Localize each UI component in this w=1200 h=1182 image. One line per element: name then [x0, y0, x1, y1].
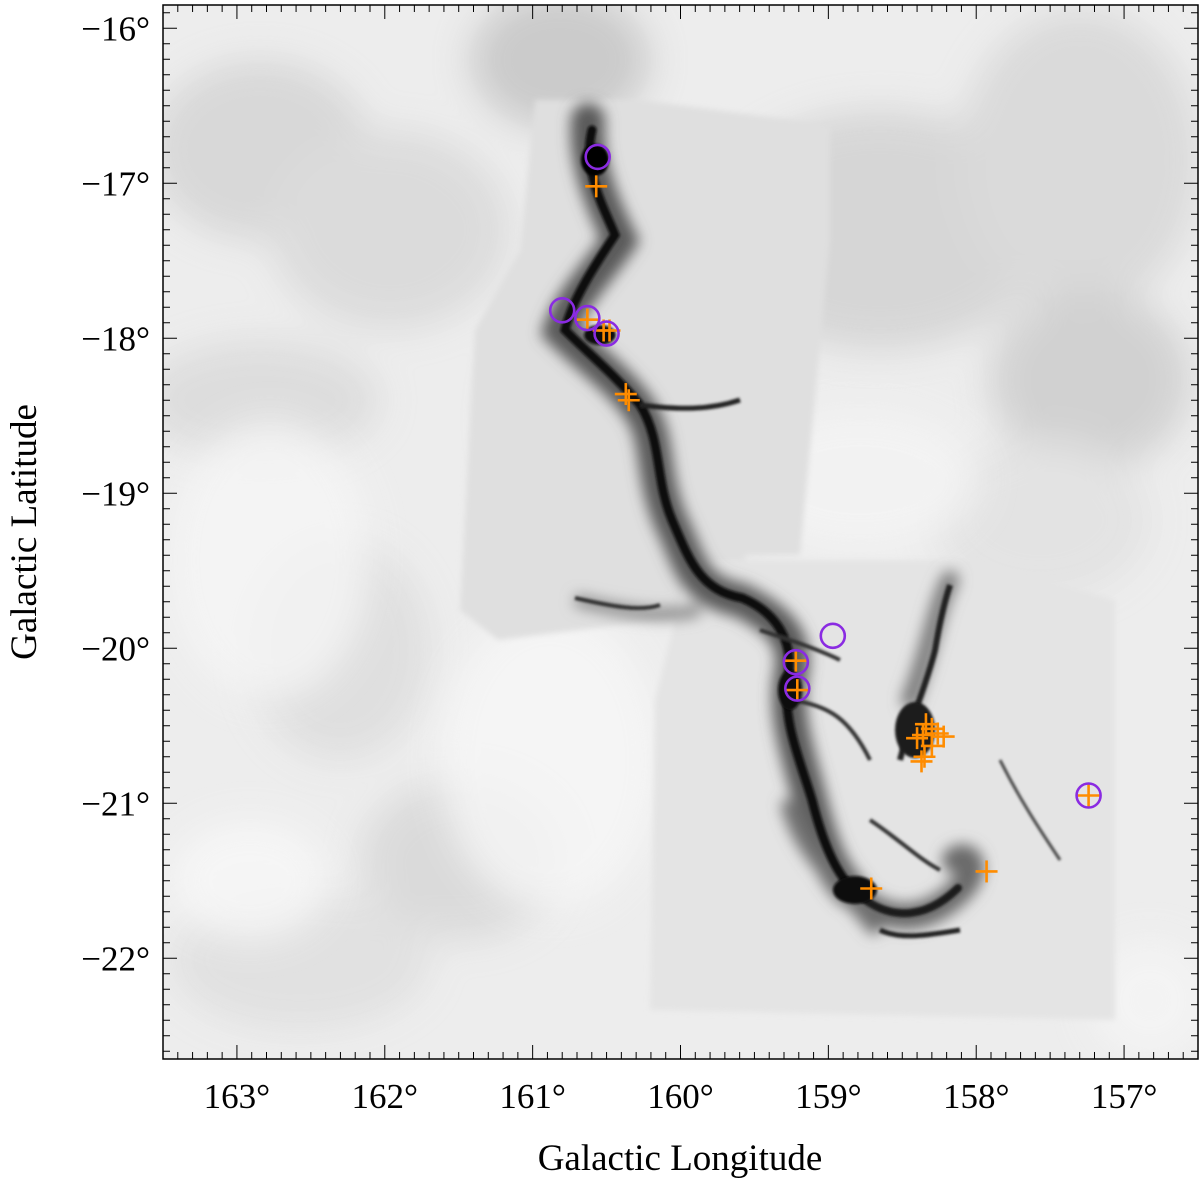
x-axis-title: Galactic Longitude	[538, 1138, 823, 1179]
x-tick-label: 158°	[943, 1077, 1010, 1116]
y-tick-label: −19°	[81, 474, 150, 513]
y-axis-title: Galactic Latitude	[4, 404, 45, 660]
x-tick-label: 163°	[204, 1077, 271, 1116]
circle-marker	[782, 648, 810, 676]
plus-marker	[860, 877, 883, 900]
plus-marker	[926, 722, 949, 745]
y-tick-label: −17°	[81, 164, 150, 203]
circle-marker	[548, 297, 576, 324]
axis-ticks	[162, 5, 1199, 1059]
y-tick-label: −16°	[81, 9, 150, 48]
plus-marker	[617, 389, 640, 412]
circle-marker	[584, 143, 612, 171]
dust-background-map	[163, 5, 1198, 1059]
circle-marker	[819, 622, 847, 650]
y-tick-label: −21°	[81, 784, 150, 823]
circle-marker	[574, 304, 601, 332]
plus-marker	[585, 175, 608, 198]
plus-marker	[576, 308, 599, 331]
plus-marker	[914, 713, 937, 736]
circle-marker	[1075, 782, 1102, 809]
circle-marker-series	[548, 143, 1102, 809]
circle-marker	[784, 675, 811, 702]
plus-marker	[911, 724, 934, 747]
circle-marker	[593, 320, 620, 347]
y-tick-label: −22°	[81, 939, 150, 978]
plus-marker	[910, 750, 933, 773]
x-tick-label: 159°	[795, 1077, 862, 1116]
y-tick-label: −20°	[81, 629, 150, 668]
plus-marker	[784, 649, 807, 672]
x-tick-label: 162°	[352, 1077, 419, 1116]
plus-marker	[786, 679, 809, 702]
y-tick-label: −18°	[81, 319, 150, 358]
plus-marker	[975, 860, 998, 883]
plus-marker	[913, 745, 936, 768]
plus-marker	[932, 725, 955, 748]
axis-tick-labels: 163° 162° 161° 160° 159° 158° 157° −16° −17° −18°…	[81, 9, 1157, 1116]
plus-marker	[906, 727, 929, 750]
plus-marker-series	[576, 175, 1100, 900]
x-tick-label: 160°	[647, 1077, 714, 1116]
x-tick-label: 157°	[1091, 1077, 1158, 1116]
plus-marker	[1077, 784, 1100, 807]
x-tick-label: 161°	[499, 1077, 566, 1116]
